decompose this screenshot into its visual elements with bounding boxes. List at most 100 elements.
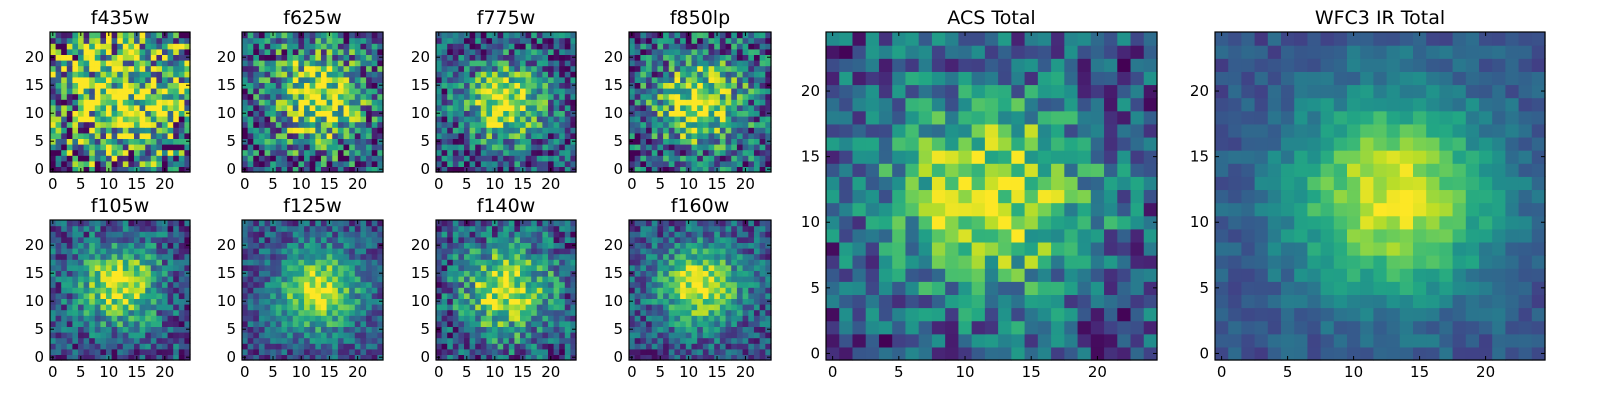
heatmap-cell bbox=[714, 144, 720, 150]
heatmap-cell bbox=[327, 298, 333, 304]
heatmap-cell bbox=[50, 43, 56, 49]
heatmap-cell bbox=[509, 71, 515, 77]
heatmap-cell bbox=[657, 88, 663, 94]
heatmap-cell bbox=[743, 133, 749, 139]
heatmap-cell bbox=[360, 127, 366, 133]
heatmap-cell bbox=[726, 71, 732, 77]
heatmap-cell bbox=[61, 133, 67, 139]
heatmap-cell bbox=[743, 343, 749, 349]
heatmap-cell bbox=[686, 293, 692, 299]
heatmap-cell bbox=[156, 110, 162, 116]
heatmap-cell bbox=[686, 99, 692, 105]
heatmap-cell bbox=[542, 220, 548, 226]
heatmap-cell bbox=[548, 144, 554, 150]
heatmap-cell bbox=[281, 66, 287, 72]
heatmap-cell bbox=[84, 105, 90, 111]
heatmap-cell bbox=[458, 82, 464, 88]
heatmap-cell bbox=[253, 287, 259, 293]
heatmap-cell bbox=[680, 338, 686, 344]
heatmap-cell bbox=[259, 99, 265, 105]
heatmap-cell bbox=[298, 287, 304, 293]
heatmap-cell bbox=[298, 321, 304, 327]
heatmap-cell bbox=[248, 32, 254, 38]
heatmap-cell bbox=[117, 349, 123, 355]
heatmap-cell bbox=[355, 338, 361, 344]
heatmap-cell bbox=[663, 298, 669, 304]
heatmap-cell bbox=[646, 310, 652, 316]
heatmap-cell bbox=[349, 326, 355, 332]
heatmap-cell bbox=[691, 127, 697, 133]
heatmap-cell bbox=[123, 49, 129, 55]
heatmap-cell bbox=[360, 133, 366, 139]
heatmap-cell bbox=[253, 110, 259, 116]
heatmap-cell bbox=[95, 332, 101, 338]
heatmap-cell bbox=[442, 127, 448, 133]
heatmap-cell bbox=[537, 276, 543, 282]
heatmap-cell bbox=[486, 127, 492, 133]
heatmap-cell bbox=[520, 66, 526, 72]
heatmap-cell bbox=[447, 259, 453, 265]
heatmap-cell bbox=[652, 338, 658, 344]
heatmap-cell bbox=[554, 94, 560, 100]
heatmap-cell bbox=[128, 82, 134, 88]
heatmap-cell bbox=[179, 242, 185, 248]
heatmap-cell bbox=[464, 150, 470, 156]
heatmap-cell bbox=[720, 66, 726, 72]
heatmap-cell bbox=[475, 71, 481, 77]
heatmap-cell bbox=[646, 82, 652, 88]
heatmap-cell bbox=[168, 332, 174, 338]
heatmap-cell bbox=[537, 326, 543, 332]
heatmap-cell bbox=[134, 60, 140, 66]
heatmap-cell bbox=[669, 315, 675, 321]
heatmap-cell bbox=[481, 304, 487, 310]
heatmap-cell bbox=[691, 66, 697, 72]
heatmap-cell bbox=[156, 105, 162, 111]
heatmap-cell bbox=[697, 304, 703, 310]
heatmap-cell bbox=[720, 38, 726, 44]
heatmap-cell bbox=[680, 60, 686, 66]
heatmap-cell bbox=[56, 326, 62, 332]
heatmap-cell bbox=[492, 99, 498, 105]
heatmap-cell bbox=[520, 105, 526, 111]
heatmap-cell bbox=[503, 127, 509, 133]
heatmap-cell bbox=[117, 99, 123, 105]
heatmap-cell bbox=[526, 116, 532, 122]
heatmap-cell bbox=[89, 287, 95, 293]
heatmap-cell bbox=[332, 77, 338, 83]
heatmap-cell bbox=[162, 38, 168, 44]
heatmap-cell bbox=[447, 349, 453, 355]
heatmap-cell bbox=[470, 99, 476, 105]
heatmap-cell bbox=[470, 242, 476, 248]
heatmap-cell bbox=[270, 71, 276, 77]
heatmap-cell bbox=[265, 231, 271, 237]
heatmap-cell bbox=[61, 88, 67, 94]
heatmap-cell bbox=[253, 326, 259, 332]
heatmap-cell bbox=[304, 110, 310, 116]
heatmap-cell bbox=[95, 77, 101, 83]
heatmap-cell bbox=[287, 282, 293, 288]
heatmap-cell bbox=[453, 32, 459, 38]
heatmap-cell bbox=[537, 71, 543, 77]
heatmap-cell bbox=[173, 237, 179, 243]
heatmap-cell bbox=[293, 237, 299, 243]
heatmap-cell bbox=[56, 226, 62, 232]
heatmap-cell bbox=[372, 338, 378, 344]
heatmap-cell bbox=[281, 150, 287, 156]
heatmap-cell bbox=[84, 349, 90, 355]
heatmap-cell bbox=[173, 71, 179, 77]
heatmap-cell bbox=[652, 287, 658, 293]
heatmap-cell bbox=[554, 155, 560, 161]
heatmap-cell bbox=[270, 122, 276, 128]
heatmap-cell bbox=[486, 237, 492, 243]
heatmap-cell bbox=[100, 242, 106, 248]
heatmap-cell bbox=[95, 248, 101, 254]
heatmap-cell bbox=[447, 66, 453, 72]
heatmap-cell bbox=[134, 94, 140, 100]
heatmap-cell bbox=[537, 287, 543, 293]
heatmap-cell bbox=[253, 88, 259, 94]
heatmap-cell bbox=[259, 237, 265, 243]
heatmap-cell bbox=[89, 77, 95, 83]
heatmap-cell bbox=[123, 32, 129, 38]
heatmap-cell bbox=[78, 326, 84, 332]
heatmap-cell bbox=[276, 127, 282, 133]
